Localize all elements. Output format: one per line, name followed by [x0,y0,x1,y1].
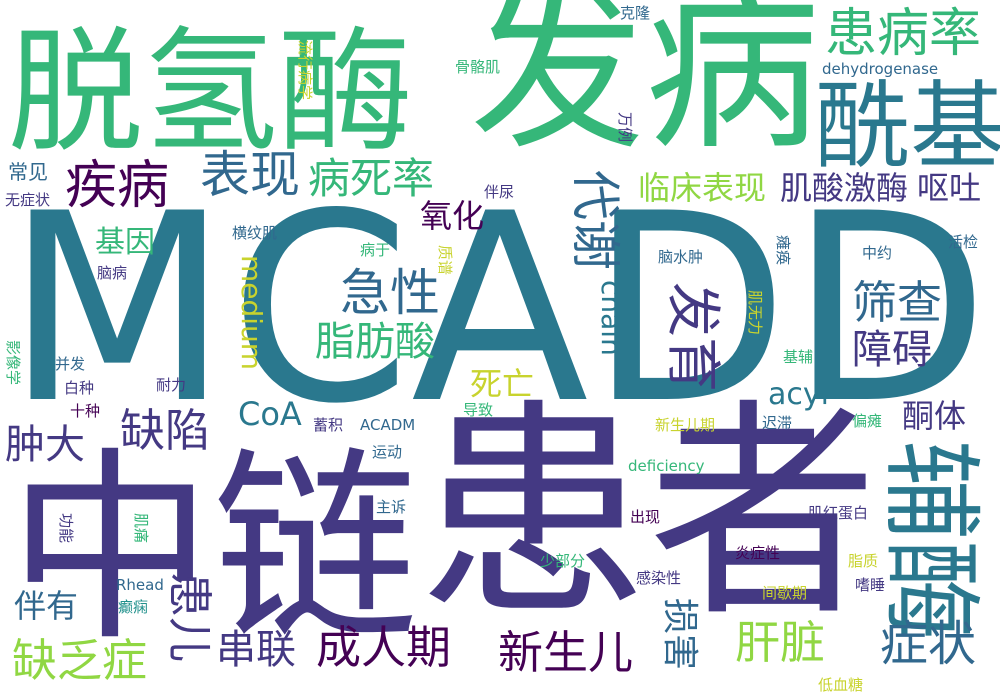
word-huanzhe: 患者 [418,381,879,648]
word-xinshenger: 新生儿 [498,626,634,679]
word-wanli: 万例 [616,112,634,143]
word-xianji: 酰基 [815,72,1000,182]
word-piantan: 偏瘫 [852,412,883,430]
word-naili: 耐力 [156,376,187,394]
word-bingyu: 病于 [360,241,391,259]
word-yundong: 运动 [372,443,403,461]
word-fayu: 发育 [661,282,725,393]
word-deficiency: deficiency [628,457,705,475]
word-chain: chain [595,280,628,356]
word-quexian: 缺陷 [120,404,211,457]
word-naoshuizhong: 脑水肿 [658,248,704,266]
word-liuxingbingxue: 流行病学 [296,40,314,101]
word-guge: 骨骼肌 [455,58,501,76]
word-jifu: 基辅 [783,348,814,366]
word-banyou: 伴有 [14,587,79,625]
word-yanzhengxing: 炎症性 [735,544,781,562]
word-chuxian: 出现 [630,508,661,526]
word-wuzhengzhuang: 无症状 [5,191,51,209]
word-zhongda: 肿大 [5,422,85,468]
word-chengrenqi: 成人期 [316,621,452,674]
word-jitong: 肌痛 [132,513,150,544]
word-zhifangsuan: 脂肪酸 [315,319,435,365]
word-zhonglian: 中链 [8,431,418,669]
word-coa: CoA [238,395,302,433]
word-shaicha: 筛查 [852,276,943,329]
word-siwang: 死亡 [470,365,535,403]
word-xuji: 蓄积 [313,416,344,434]
word-dianxian: 癫痫 [118,598,149,616]
word-jianxieqi: 间歇期 [762,584,808,602]
word-biaoxian: 表现 [200,146,300,204]
word-kelong: 克隆 [620,4,651,22]
word-bingfa: 并发 [55,355,86,373]
word-zhipu: 质谱 [436,245,454,276]
word-linchuangbiaoxian: 临床表现 [638,169,767,207]
word-jibing: 疾病 [65,156,170,216]
word-zhusu: 主诉 [376,498,407,516]
word-baizhong: 白种 [64,379,95,397]
word-acyl: acyl [768,377,829,412]
word-fabing: 发病 [470,0,820,174]
word-acadm: ACADM [360,416,416,434]
word-zhengzhuang: 症状 [880,616,977,672]
word-tuoqingmei: 脱氢酶 [8,14,413,171]
word-outu: 呕吐 [917,169,982,207]
word-banniao: 伴尿 [484,183,515,201]
word-zhongyue: 中约 [862,244,893,262]
word-daixie: 代谢 [566,170,624,270]
word-tongti: 酮体 [902,397,967,435]
word-changjian: 常见 [8,160,48,184]
word-quefazheng: 缺乏症 [12,634,148,687]
word-yanghua: 氧化 [420,197,485,235]
word-zhangai: 障碍 [852,327,932,373]
word-shishui: 嗜睡 [855,576,886,594]
word-medium: medium [235,255,268,371]
word-bingsilv: 病死率 [308,154,435,203]
word-chizhi: 迟滞 [762,414,793,432]
word-gongneng: 功能 [57,513,75,544]
word-rhead: Rhead [116,576,164,594]
word-mcadd: MCADD [5,159,990,461]
word-jisuanjimei: 肌酸激酶 [780,169,909,207]
word-tanhuan: 瘫痪 [774,235,792,266]
word-fumei: 辅酶 [872,440,989,640]
word-dehydrogenase: dehydrogenase [822,60,939,78]
word-huaner: 患儿 [163,572,216,663]
word-zhizhi: 脂质 [848,552,879,570]
word-chuanlian: 串联 [216,627,296,673]
word-ganzang: 肝脏 [735,616,826,669]
word-jiwuli: 肌无力 [746,290,764,336]
word-naobing: 脑病 [97,264,128,282]
word-jixing: 急性 [340,264,440,322]
word-ganranxing: 感染性 [636,569,682,587]
word-sunhai: 损害 [659,598,700,671]
word-jiyin: 基因 [95,225,155,260]
word-dixuetang: 低血糖 [818,676,864,694]
word-shaobufen: 少部分 [540,552,586,570]
word-yingxiangxue: 影像学 [4,340,22,386]
word-jihongdanbai: 肌红蛋白 [808,504,869,522]
word-daozhi: 导致 [463,401,494,419]
word-huanbinglv: 患病率 [825,4,982,64]
word-hengwenji: 横纹肌 [232,224,278,242]
word-xinshengerqi: 新生儿期 [655,416,716,434]
word-huojian: 活检 [948,233,979,251]
word-shizhong: 十种 [70,402,101,420]
